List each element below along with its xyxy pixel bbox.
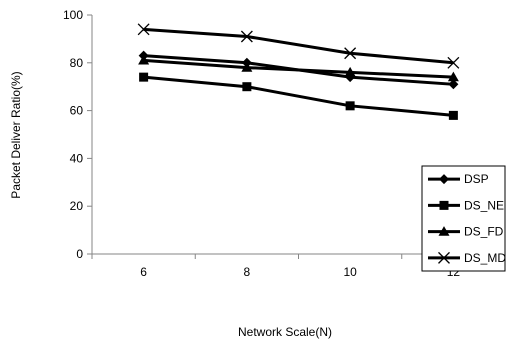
data-point-ds-fd	[138, 54, 150, 65]
series-line-ds-fd	[143, 58, 454, 79]
data-point-ds-md	[344, 47, 357, 60]
y-tick-label: 100	[63, 8, 83, 22]
marker-stroke	[438, 251, 450, 264]
marker-stroke	[344, 47, 357, 60]
series-line-ds-md	[143, 27, 454, 65]
x-tick-label: 6	[140, 265, 147, 279]
legend: DSP DS_NE DS_FD DS_MD	[421, 165, 506, 272]
series-layer	[137, 23, 460, 120]
legend-label-ds-fd: DS_FD	[464, 225, 504, 239]
data-point-ds-md	[447, 56, 460, 69]
data-point-ds-ne	[139, 72, 149, 82]
legend-marker-ds-md	[438, 251, 450, 264]
data-point-ds-ne	[345, 101, 355, 111]
marker-stroke	[447, 56, 460, 69]
series-line-ds-ne	[143, 75, 454, 117]
legend-marker-ds-ne	[439, 200, 449, 210]
y-axis-title: Packet Deliver Ratio(%)	[9, 71, 23, 198]
data-point-ds-ne	[448, 110, 458, 120]
x-tick-label: 10	[343, 265, 357, 279]
data-point-ds-fd	[344, 66, 356, 77]
y-tick-label: 0	[76, 247, 83, 261]
y-tick-label: 80	[70, 56, 84, 70]
legend-marker-dsp	[439, 174, 449, 185]
marker-stroke	[137, 23, 150, 36]
legend-label-ds-md: DS_MD	[464, 251, 506, 265]
legend-marker-ds-fd	[438, 226, 450, 236]
data-point-ds-md	[240, 30, 253, 43]
data-point-ds-fd	[241, 62, 253, 72]
marker-stroke	[240, 30, 253, 43]
x-axis-title: Network Scale(N)	[238, 325, 332, 339]
legend-label-dsp: DSP	[464, 172, 489, 186]
y-tick-label: 20	[70, 199, 84, 213]
legend-label-ds-ne: DS_NE	[464, 198, 504, 212]
data-point-ds-fd	[447, 71, 459, 82]
legend-box	[421, 165, 506, 272]
data-point-ds-md	[137, 23, 150, 36]
data-point-dsp	[448, 79, 459, 90]
y-tick-label: 40	[70, 151, 84, 165]
data-point-ds-ne	[242, 82, 252, 92]
y-tick-label: 60	[70, 104, 84, 118]
x-tick-label: 8	[244, 265, 251, 279]
